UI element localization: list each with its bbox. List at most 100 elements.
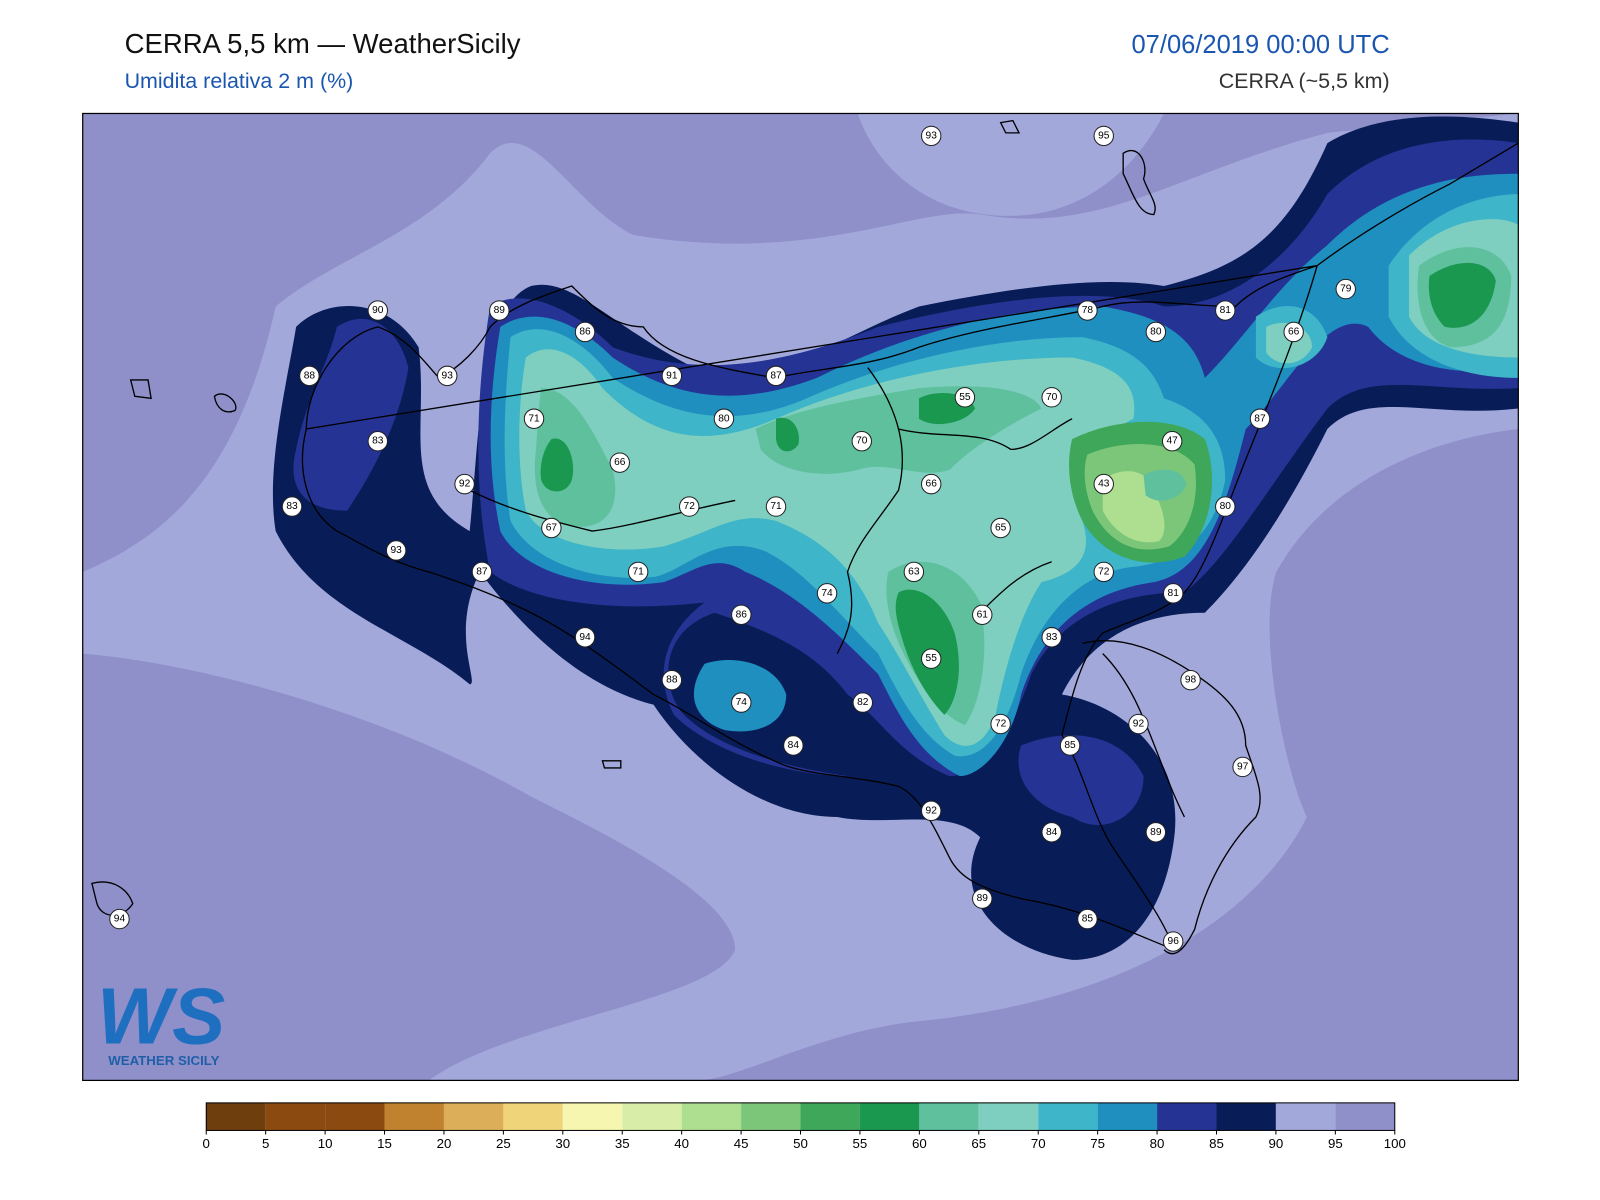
- station-value: 87: [1254, 413, 1266, 424]
- station: 70: [1041, 387, 1062, 408]
- station: 47: [1161, 431, 1183, 452]
- station-marker: [1093, 125, 1114, 147]
- station: 87: [471, 561, 493, 583]
- station-value: 80: [718, 413, 730, 424]
- station-value: 97: [1237, 761, 1249, 772]
- map-frame: [82, 112, 1519, 1082]
- stations: 93 95 90 89 86 78 81 79 80 66 88 93 91 87 55 70 71 80 83 70…: [109, 125, 1356, 952]
- station-value: 71: [632, 566, 644, 577]
- station: 70: [851, 431, 872, 452]
- colorbar-swatch: [919, 1102, 979, 1131]
- station: 89: [1145, 822, 1167, 843]
- station: 89: [489, 300, 510, 321]
- station-marker: [627, 561, 649, 583]
- station: 43: [1093, 473, 1114, 495]
- colorbar-swatch: [1097, 1102, 1158, 1131]
- station-value: 55: [926, 653, 938, 664]
- station: 82: [852, 692, 874, 713]
- station: 66: [609, 452, 630, 473]
- station-value: 83: [1046, 632, 1058, 643]
- station-value: 88: [666, 675, 678, 686]
- colorbar-swatch: [800, 1102, 860, 1131]
- station-marker: [523, 408, 545, 429]
- station-marker: [454, 473, 475, 495]
- station-marker: [1077, 908, 1098, 930]
- station-marker: [783, 735, 804, 756]
- colorbar-swatch: [741, 1102, 801, 1131]
- station: 84: [1041, 822, 1062, 843]
- station: 80: [1145, 321, 1167, 343]
- station-marker: [1128, 713, 1149, 735]
- station-marker: [1041, 822, 1062, 843]
- station-marker: [541, 517, 562, 539]
- station: 72: [990, 713, 1011, 735]
- station-value: 93: [390, 545, 402, 556]
- station-value: 88: [304, 370, 316, 381]
- station: 61: [972, 604, 993, 626]
- station: 66: [1283, 321, 1304, 343]
- station-marker: [1335, 278, 1356, 300]
- station: 67: [541, 517, 562, 539]
- calabria-coast: [1082, 640, 1261, 955]
- station-marker: [920, 473, 942, 495]
- station-value: 78: [1082, 305, 1094, 316]
- station-marker: [765, 496, 787, 517]
- station: 95: [1093, 125, 1114, 147]
- station: 97: [1232, 756, 1253, 778]
- station-value: 79: [1340, 284, 1352, 295]
- colorbar-tick-label: 10: [318, 1136, 333, 1151]
- station-marker: [1041, 387, 1062, 408]
- station-value: 63: [908, 566, 920, 577]
- station-marker: [609, 452, 630, 473]
- station-value: 70: [856, 436, 868, 447]
- station: 72: [1093, 561, 1114, 583]
- colorbar-swatch: [325, 1102, 385, 1131]
- station-value: 72: [684, 501, 696, 512]
- station-marker: [1059, 735, 1081, 756]
- station-value: 83: [286, 501, 298, 512]
- subtitle: Umidita relativa 2 m (%): [125, 69, 354, 93]
- station-marker: [1093, 561, 1114, 583]
- colorbar-tick-label: 40: [674, 1136, 689, 1151]
- station-value: 92: [459, 479, 471, 490]
- colorbar-tick-label: 85: [1209, 1136, 1224, 1151]
- colorbar-tick-label: 80: [1150, 1136, 1165, 1151]
- station-marker: [920, 648, 942, 669]
- station: 71: [627, 561, 649, 583]
- station-marker: [109, 908, 130, 930]
- station-value: 66: [926, 479, 938, 490]
- station: 98: [1180, 669, 1201, 691]
- station: 88: [661, 669, 683, 691]
- station-value: 89: [494, 305, 506, 316]
- station-marker: [903, 561, 925, 583]
- station: 78: [1077, 300, 1098, 321]
- station-marker: [920, 800, 942, 822]
- colorbar-tick-label: 75: [1090, 1136, 1105, 1151]
- station-marker: [713, 408, 735, 429]
- station-value: 89: [1150, 827, 1162, 838]
- station: 85: [1059, 735, 1081, 756]
- station-marker: [1041, 627, 1062, 648]
- station-marker: [1093, 473, 1114, 495]
- colorbar-swatch: [265, 1102, 326, 1131]
- station-marker: [1077, 300, 1098, 321]
- station-value: 71: [528, 413, 540, 424]
- station: 63: [903, 561, 925, 583]
- station-marker: [281, 496, 303, 517]
- station: 93: [385, 540, 407, 561]
- islands: [91, 119, 1156, 916]
- station-value: 86: [736, 609, 748, 620]
- station-value: 90: [372, 305, 384, 316]
- station-marker: [1162, 583, 1184, 604]
- station-value: 84: [788, 740, 800, 751]
- station: 93: [920, 125, 942, 147]
- station-marker: [574, 627, 596, 648]
- colorbar: 0 5 10 15 20 25 30 35 40 45 50 55 60 65 70 75 80 85 90 95 10…: [203, 1102, 1406, 1151]
- station-value: 82: [857, 697, 869, 708]
- field-inner: [1143, 469, 1187, 501]
- station-marker: [731, 692, 752, 713]
- colorbar-swatch: [503, 1102, 563, 1131]
- colorbar-tick-label: 100: [1384, 1136, 1406, 1151]
- station-marker: [1162, 931, 1184, 952]
